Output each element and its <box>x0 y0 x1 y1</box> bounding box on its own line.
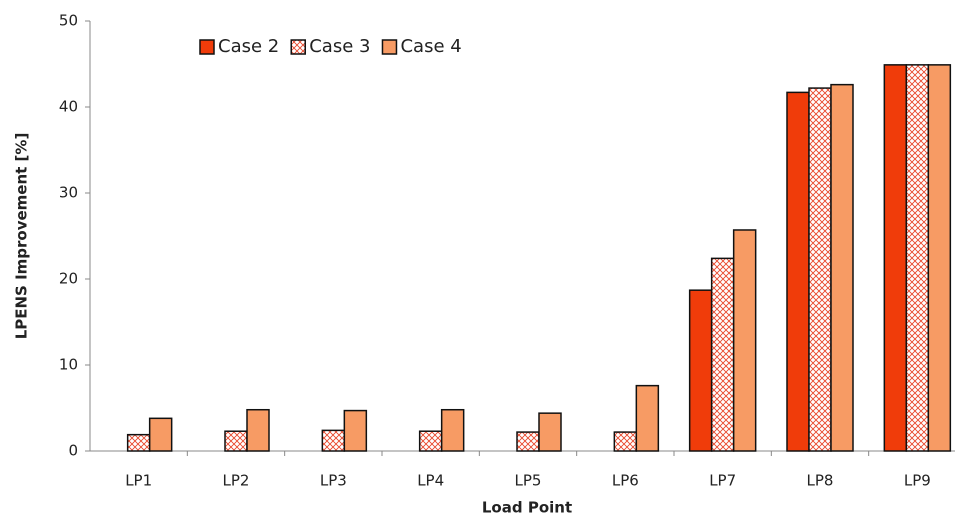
x-tick-label: LP2 <box>223 472 250 490</box>
bar <box>148 417 173 452</box>
y-tick-label: 40 <box>59 98 78 116</box>
bar <box>883 64 908 452</box>
x-tick-label: LP3 <box>320 472 347 490</box>
bar <box>688 289 713 452</box>
x-axis-label: Load Point <box>482 499 572 517</box>
bar <box>538 412 562 452</box>
bar <box>343 409 368 452</box>
legend-swatch <box>290 39 306 55</box>
x-tick-label: LP5 <box>515 472 542 490</box>
x-tick-label: LP9 <box>904 472 931 490</box>
x-tick-label: LP7 <box>709 472 736 490</box>
legend-swatch <box>199 39 215 55</box>
y-tick-label: 30 <box>59 184 78 202</box>
y-tick-label: 0 <box>68 442 78 460</box>
bar <box>224 430 248 452</box>
x-tick-label: LP6 <box>612 472 639 490</box>
legend-label: Case 3 <box>309 36 370 57</box>
x-tick-label: LP8 <box>807 472 834 490</box>
bar <box>440 408 465 452</box>
bar <box>927 64 952 452</box>
bar <box>710 257 735 452</box>
y-tick-label: 50 <box>59 12 78 30</box>
y-tick-label: 10 <box>59 356 78 374</box>
bar <box>905 64 930 452</box>
legend-swatch <box>381 39 398 55</box>
bar <box>516 431 540 452</box>
bar <box>613 431 638 452</box>
bar <box>732 229 757 452</box>
x-tick-label: LP1 <box>125 472 152 490</box>
y-axis-label: LPENS Improvement [%] <box>13 133 31 340</box>
bar <box>246 408 270 452</box>
bar <box>786 91 810 452</box>
bar <box>830 83 854 452</box>
legend-label: Case 4 <box>400 36 461 57</box>
bar <box>635 384 660 452</box>
y-tick-label: 20 <box>59 270 78 288</box>
bar <box>321 429 346 452</box>
bar <box>126 433 151 452</box>
x-tick-label: LP4 <box>417 472 444 490</box>
legend-label: Case 2 <box>218 36 279 57</box>
bar <box>808 87 832 452</box>
bar <box>418 430 443 452</box>
